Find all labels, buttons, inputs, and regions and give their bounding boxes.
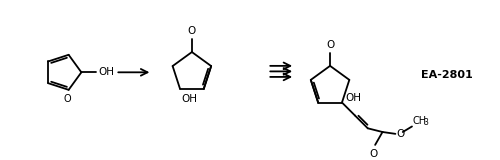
Text: OH: OH bbox=[99, 67, 115, 77]
Text: O: O bbox=[396, 129, 404, 139]
Text: O: O bbox=[326, 40, 334, 50]
Text: O: O bbox=[188, 26, 196, 36]
Text: O: O bbox=[64, 94, 72, 104]
Text: 3: 3 bbox=[423, 118, 428, 127]
Text: OH: OH bbox=[182, 94, 198, 104]
Text: EA-2801: EA-2801 bbox=[422, 70, 473, 80]
Text: O: O bbox=[369, 149, 378, 159]
Text: CH: CH bbox=[413, 116, 427, 126]
Text: OH: OH bbox=[346, 93, 362, 103]
